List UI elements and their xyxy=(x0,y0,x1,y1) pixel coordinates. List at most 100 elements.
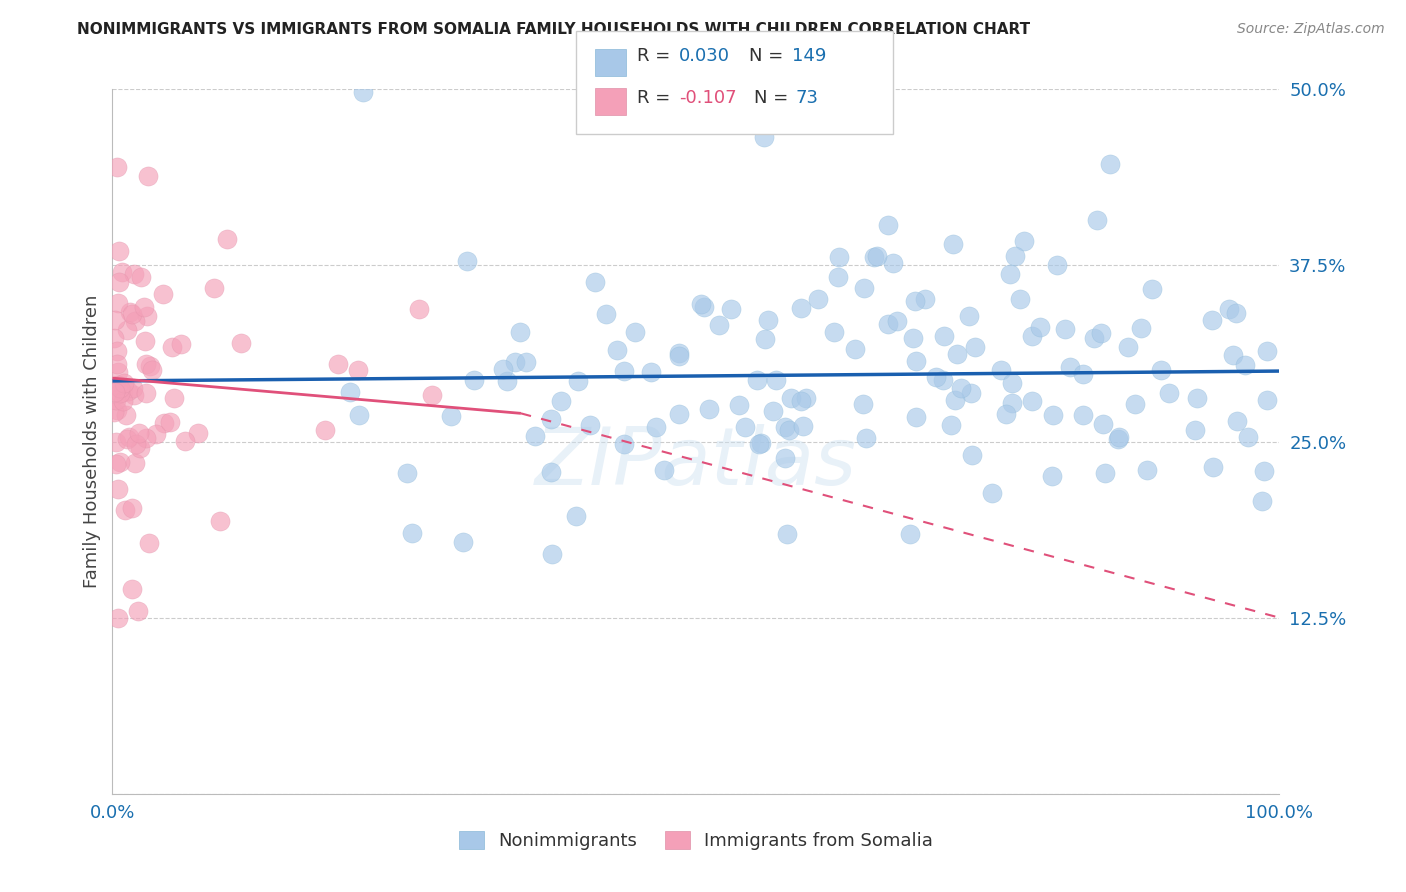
Point xyxy=(162,340,184,354)
Point xyxy=(505,354,527,368)
Point xyxy=(807,292,830,306)
Point xyxy=(108,276,131,290)
Point xyxy=(328,357,350,371)
Point xyxy=(1001,376,1024,390)
Text: 149: 149 xyxy=(792,47,825,65)
Point xyxy=(163,391,186,405)
Point xyxy=(1130,320,1153,334)
Point xyxy=(995,407,1018,421)
Point xyxy=(112,376,135,391)
Point xyxy=(756,312,779,326)
Point xyxy=(1108,430,1130,444)
Point xyxy=(170,337,193,351)
Point xyxy=(125,436,148,450)
Text: Source: ZipAtlas.com: Source: ZipAtlas.com xyxy=(1237,22,1385,37)
Point xyxy=(963,340,986,354)
Point xyxy=(492,362,515,376)
Point xyxy=(1184,423,1206,437)
Point xyxy=(1118,340,1140,354)
Point xyxy=(440,409,463,424)
Point xyxy=(905,409,928,424)
Point xyxy=(1012,234,1035,248)
Point xyxy=(852,397,875,411)
Text: N =: N = xyxy=(749,47,789,65)
Point xyxy=(108,244,131,259)
Point xyxy=(1222,348,1244,362)
Point xyxy=(153,416,176,430)
Text: R =: R = xyxy=(637,47,676,65)
Text: -0.107: -0.107 xyxy=(679,89,737,107)
Point xyxy=(668,349,690,363)
Point xyxy=(1218,302,1240,317)
Point xyxy=(347,363,370,377)
Point xyxy=(751,435,773,450)
Point xyxy=(613,364,636,378)
Point xyxy=(108,380,131,394)
Point xyxy=(104,434,127,449)
Point xyxy=(579,418,602,433)
Point xyxy=(745,373,768,387)
Point xyxy=(925,370,948,384)
Point xyxy=(697,402,720,417)
Point xyxy=(876,218,898,232)
Point xyxy=(103,385,125,400)
Point xyxy=(1253,464,1275,478)
Point xyxy=(122,381,145,395)
Point xyxy=(1225,306,1247,320)
Point xyxy=(773,420,796,434)
Point xyxy=(463,373,485,387)
Point xyxy=(105,160,128,174)
Point xyxy=(515,354,537,368)
Point xyxy=(823,326,845,340)
Point xyxy=(159,415,181,429)
Point xyxy=(790,301,813,316)
Point xyxy=(118,305,141,319)
Point xyxy=(105,393,128,408)
Point xyxy=(949,381,972,395)
Point xyxy=(124,456,146,470)
Point xyxy=(135,357,157,371)
Point xyxy=(876,317,898,331)
Point xyxy=(1001,396,1024,410)
Point xyxy=(748,437,770,451)
Point xyxy=(941,418,963,433)
Point xyxy=(709,318,731,332)
Point xyxy=(127,604,149,618)
Point xyxy=(124,314,146,328)
Point xyxy=(1046,258,1069,272)
Point xyxy=(654,463,676,477)
Point xyxy=(754,332,776,346)
Point xyxy=(215,231,238,245)
Point xyxy=(1091,417,1114,431)
Point xyxy=(152,287,174,301)
Point xyxy=(339,384,361,399)
Point xyxy=(1136,463,1159,477)
Point xyxy=(202,281,225,295)
Point xyxy=(720,301,742,316)
Point xyxy=(1157,386,1180,401)
Point xyxy=(942,236,965,251)
Point xyxy=(107,482,129,496)
Text: NONIMMIGRANTS VS IMMIGRANTS FROM SOMALIA FAMILY HOUSEHOLDS WITH CHILDREN CORRELA: NONIMMIGRANTS VS IMMIGRANTS FROM SOMALIA… xyxy=(77,22,1031,37)
Point xyxy=(866,248,889,262)
Point xyxy=(141,363,163,377)
Point xyxy=(1142,282,1164,296)
Point xyxy=(959,386,981,401)
Point xyxy=(1125,397,1147,411)
Point xyxy=(606,343,628,357)
Point xyxy=(1094,466,1116,480)
Point xyxy=(408,302,430,317)
Point xyxy=(107,377,129,392)
Point xyxy=(550,393,572,408)
Point xyxy=(187,425,209,440)
Point xyxy=(420,387,443,401)
Point xyxy=(778,423,800,437)
Point xyxy=(115,432,138,446)
Point xyxy=(347,408,370,422)
Point xyxy=(1226,413,1249,427)
Point xyxy=(595,307,617,321)
Point xyxy=(1085,212,1108,227)
Point xyxy=(1107,432,1129,446)
Point xyxy=(827,269,849,284)
Point xyxy=(104,457,127,471)
